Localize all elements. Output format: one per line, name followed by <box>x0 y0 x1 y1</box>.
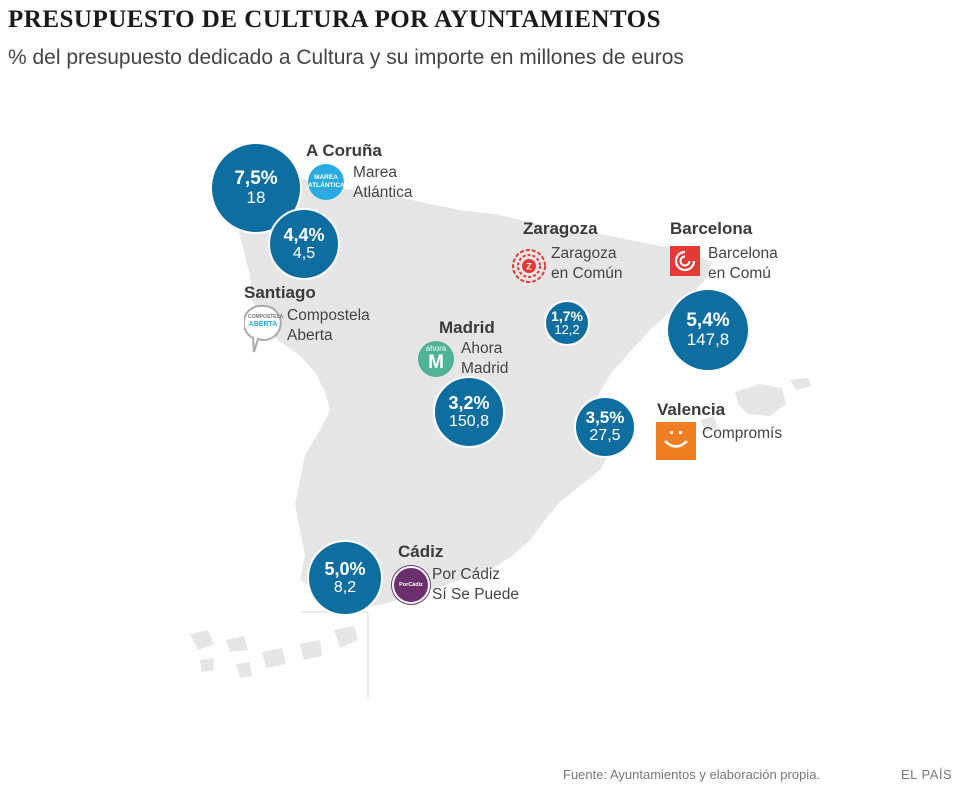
bubble-zaragoza: 1,7% 12,2 <box>544 300 590 346</box>
amount-label: 27,5 <box>589 427 621 445</box>
city-label-a-coruna: A Coruña <box>306 141 382 160</box>
city-label-valencia: Valencia <box>657 400 726 419</box>
city-label-cadiz: Cádiz <box>398 542 444 561</box>
bubble-cadiz: 5,0% 8,2 <box>307 540 383 616</box>
party-line: Madrid <box>461 360 509 377</box>
compromis-logo <box>656 422 696 460</box>
party-line: Compromís <box>702 425 783 442</box>
city-label-zaragoza: Zaragoza <box>523 219 598 238</box>
brand-label: EL PAÍS <box>901 767 953 782</box>
amount-label: 8,2 <box>333 578 357 596</box>
city-label-madrid: Madrid <box>439 318 495 337</box>
party-line: Ahora <box>461 340 503 357</box>
pct-label: 3,5% <box>585 408 625 428</box>
ahora-logo-text: ahora <box>425 344 447 353</box>
party-label-valencia: Compromís <box>702 424 782 444</box>
amount-label: 147,8 <box>686 329 730 349</box>
city-label-santiago: Santiago <box>244 283 316 302</box>
por-cadiz-logo-text: PorCádiz <box>399 582 423 588</box>
party-line: Compostela <box>287 307 370 324</box>
pct-label: 3,2% <box>448 392 490 413</box>
party-label-cadiz: Por Cádiz Sí Se Puede <box>432 565 519 605</box>
city-label-barcelona: Barcelona <box>670 219 753 238</box>
pct-label: 5,0% <box>324 558 366 579</box>
marea-logo-text-2: ATLÁNTICA <box>308 182 345 189</box>
compostela-aberta-logo <box>244 304 282 353</box>
party-label-barcelona: Barcelona en Comú <box>708 244 778 284</box>
chart-title: PRESUPUESTO DE CULTURA POR AYUNTAMIENTOS <box>8 6 662 33</box>
bubble-santiago: 4,4% 4,5 <box>268 208 340 280</box>
mallorca <box>735 384 786 416</box>
party-line: Sí Se Puede <box>432 586 520 603</box>
party-label-a-coruna: Marea Atlántica <box>353 163 412 203</box>
barcelona-en-comu-logo <box>670 246 700 276</box>
amount-label: 4,5 <box>292 244 316 262</box>
amount-label: 18 <box>246 187 266 207</box>
bubble-madrid: 3,2% 150,8 <box>433 376 505 448</box>
pct-label: 1,7% <box>551 307 583 324</box>
party-label-madrid: Ahora Madrid <box>461 339 508 379</box>
bubble-valencia: 3,5% 27,5 <box>574 396 636 458</box>
menorca <box>790 378 812 390</box>
por-cadiz-si-se-puede-logo: PorCádiz <box>392 566 430 604</box>
party-label-zaragoza: Zaragoza en Común <box>551 244 623 284</box>
party-line: en Común <box>551 265 623 282</box>
compostela-logo-text-2: ABERTA <box>248 321 278 328</box>
marea-logo-text-1: MAREA <box>314 174 338 181</box>
ahora-logo-m: M <box>428 352 444 373</box>
canary-islands <box>190 626 358 678</box>
pct-label: 7,5% <box>234 167 278 189</box>
party-line: Marea <box>353 164 397 181</box>
party-line: Por Cádiz <box>432 566 501 583</box>
zaragoza-en-comun-logo: Z <box>512 249 546 283</box>
compostela-bubble-shape <box>244 304 282 353</box>
marea-atlantica-logo: MAREA ATLÁNTICA <box>308 164 345 200</box>
pct-label: 5,4% <box>686 309 730 331</box>
ahora-madrid-logo: ahora M <box>418 341 454 377</box>
chart-subtitle: % del presupuesto dedicado a Cultura y s… <box>8 46 684 69</box>
source-note: Fuente: Ayuntamientos y elaboración prop… <box>563 767 821 782</box>
ibiza <box>700 416 718 432</box>
amount-label: 150,8 <box>448 412 490 430</box>
party-line: Atlántica <box>353 184 413 201</box>
party-line: en Comú <box>708 265 771 282</box>
bubble-barcelona: 5,4% 147,8 <box>666 288 750 372</box>
compostela-logo-text-1: COMPOSTELA <box>248 314 284 320</box>
party-line: Zaragoza <box>551 245 617 262</box>
party-line: Aberta <box>287 327 333 344</box>
amount-label: 12,2 <box>554 322 580 338</box>
svg-text:Z: Z <box>526 262 532 272</box>
party-label-santiago: Compostela Aberta <box>287 306 370 346</box>
party-line: Barcelona <box>708 245 778 262</box>
pct-label: 4,4% <box>283 224 325 245</box>
